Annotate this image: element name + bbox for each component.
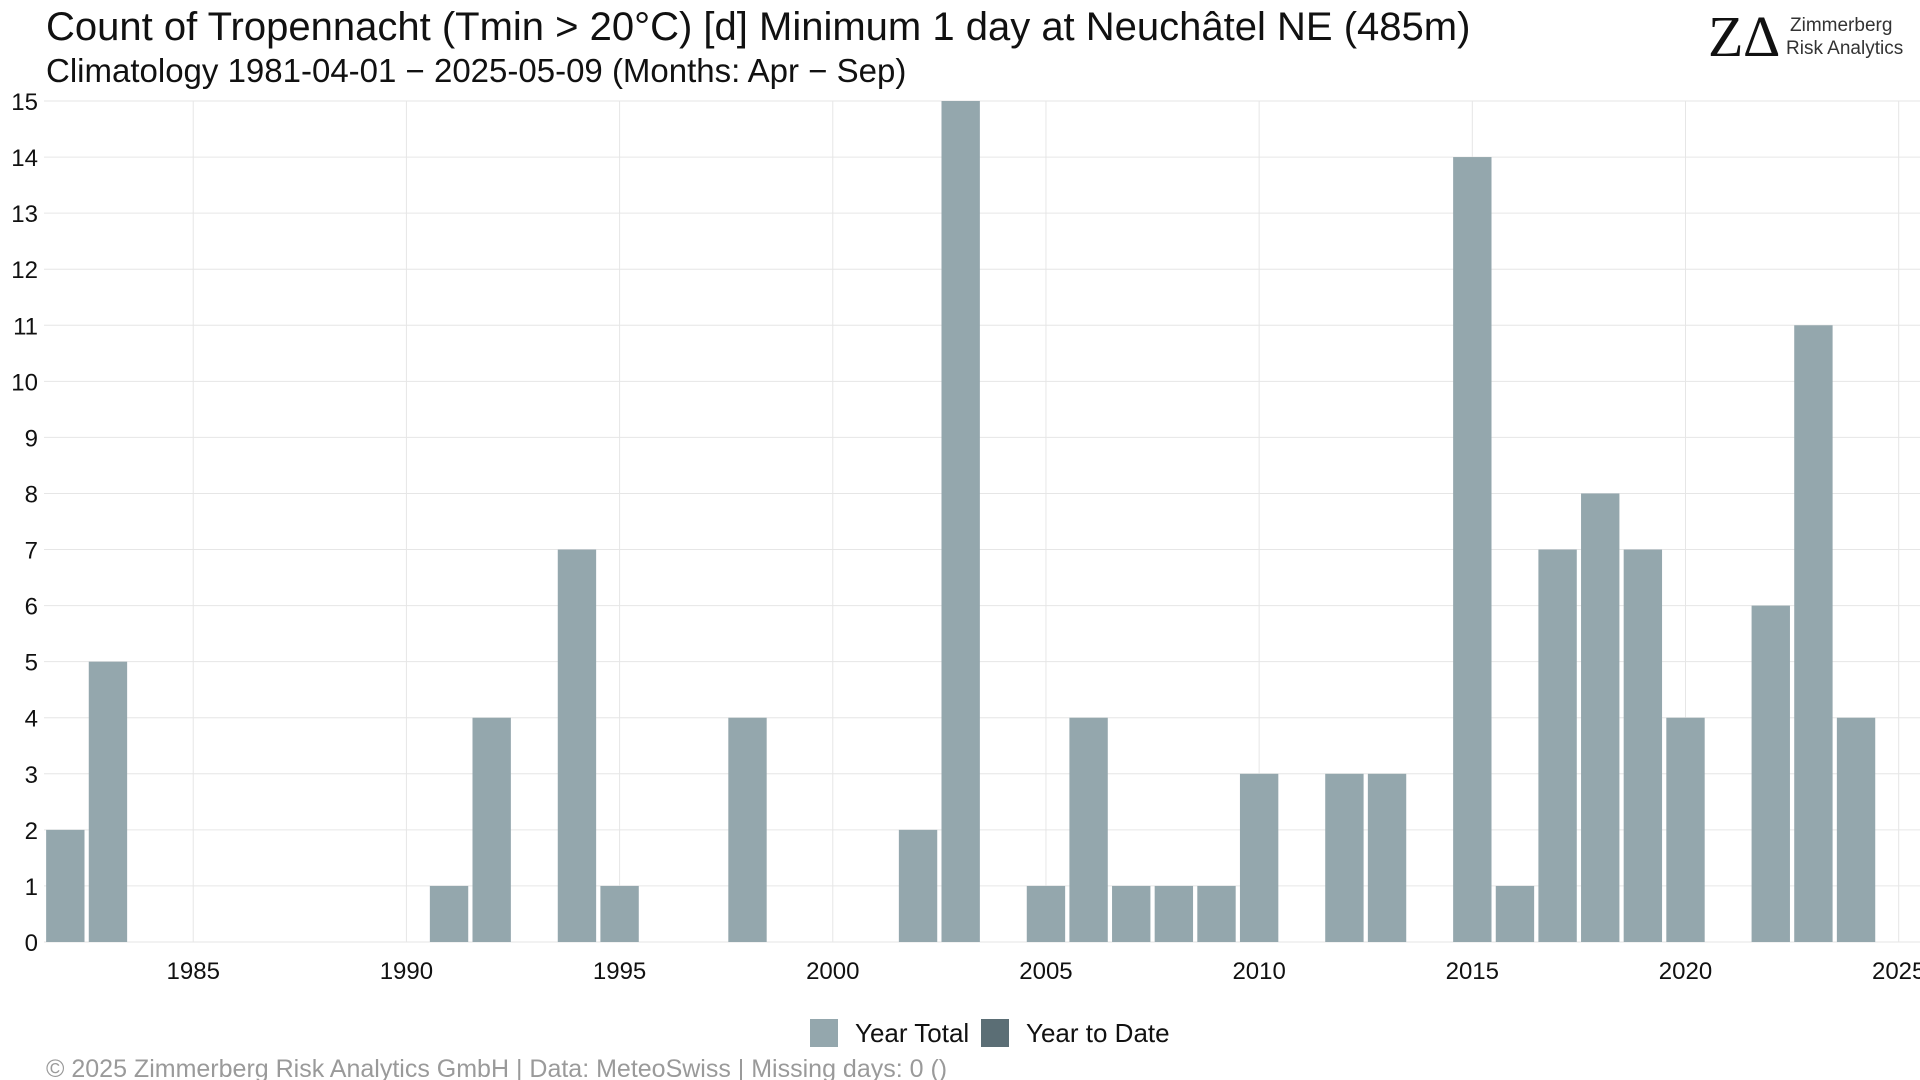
- bar-2009: [1197, 885, 1236, 942]
- bar-2008: [1154, 885, 1194, 942]
- y-tick-label: 3: [25, 762, 38, 789]
- bar-2016: [1495, 885, 1535, 942]
- bar-2003: [941, 101, 980, 942]
- chart-title: Count of Tropennacht (Tmin > 20°C) [d] M…: [46, 5, 1470, 49]
- logo-line1: Zimmerberg: [1790, 15, 1892, 36]
- x-tick-label: 2005: [1019, 958, 1072, 985]
- bar-2023: [1794, 325, 1833, 942]
- y-tick-label: 7: [25, 538, 38, 565]
- logo-line2: Risk Analytics: [1786, 38, 1903, 59]
- bar-1992: [472, 717, 511, 942]
- bar-2022: [1751, 605, 1790, 942]
- bar-2010: [1239, 773, 1279, 942]
- x-tick-label: 1990: [380, 958, 433, 985]
- bar-1991: [429, 885, 469, 942]
- bar-2005: [1026, 885, 1066, 942]
- y-tick-label: 13: [11, 201, 38, 228]
- y-tick-label: 14: [11, 145, 38, 172]
- legend-swatch-year-total: [810, 1019, 838, 1047]
- bar-1998: [728, 717, 767, 942]
- bar-2024: [1836, 717, 1876, 942]
- y-tick-label: 1: [25, 874, 38, 901]
- x-tick-label: 2025: [1872, 958, 1920, 985]
- y-tick-label: 11: [13, 313, 38, 340]
- y-tick-label: 0: [25, 930, 38, 957]
- y-tick-label: 12: [11, 257, 38, 284]
- x-tick-label: 1985: [167, 958, 220, 985]
- y-tick-label: 8: [25, 481, 38, 508]
- logo: Z Δ Zimmerberg Risk Analytics: [1708, 4, 1903, 69]
- y-tick-label: 4: [25, 706, 38, 733]
- bar-2020: [1666, 717, 1705, 942]
- legend-label-year-total: Year Total: [855, 1018, 969, 1048]
- bar-2017: [1538, 549, 1577, 942]
- bar-1982: [46, 829, 85, 942]
- y-tick-label: 5: [25, 650, 38, 677]
- x-tick-label: 2010: [1232, 958, 1285, 985]
- bars: [46, 101, 1876, 943]
- x-tick-label: 1995: [593, 958, 646, 985]
- y-tick-label: 15: [11, 89, 38, 116]
- bar-1995: [600, 885, 639, 942]
- logo-z-mark: Z: [1708, 4, 1743, 69]
- bar-1983: [88, 661, 128, 942]
- y-tick-label: 9: [25, 425, 38, 452]
- bar-2015: [1453, 157, 1492, 943]
- bar-2002: [898, 829, 938, 942]
- legend-label-year-to-date: Year to Date: [1026, 1018, 1170, 1048]
- bar-2018: [1581, 493, 1620, 942]
- bar-2006: [1069, 717, 1108, 942]
- y-tick-label: 6: [25, 594, 38, 621]
- bar-1994: [557, 549, 597, 942]
- logo-delta-mark: Δ: [1743, 4, 1780, 69]
- legend: Year Total Year to Date: [810, 1018, 1170, 1048]
- x-axis-ticks: 1985 1990 1995 2000 2005 2010 2015 2020 2025: [167, 958, 1920, 985]
- y-tick-label: 10: [11, 369, 38, 396]
- chart-subtitle: Climatology 1981-04-01 − 2025-05-09 (Mon…: [46, 52, 906, 89]
- bar-2007: [1112, 885, 1151, 942]
- y-tick-label: 2: [25, 818, 38, 845]
- bar-2013: [1367, 773, 1407, 942]
- caption: © 2025 Zimmerberg Risk Analytics GmbH | …: [46, 1055, 947, 1080]
- bar-2012: [1325, 773, 1364, 942]
- x-tick-label: 2015: [1446, 958, 1499, 985]
- legend-swatch-year-to-date: [981, 1019, 1009, 1047]
- x-tick-label: 2000: [806, 958, 859, 985]
- bar-2019: [1623, 549, 1663, 942]
- x-tick-label: 2020: [1659, 958, 1712, 985]
